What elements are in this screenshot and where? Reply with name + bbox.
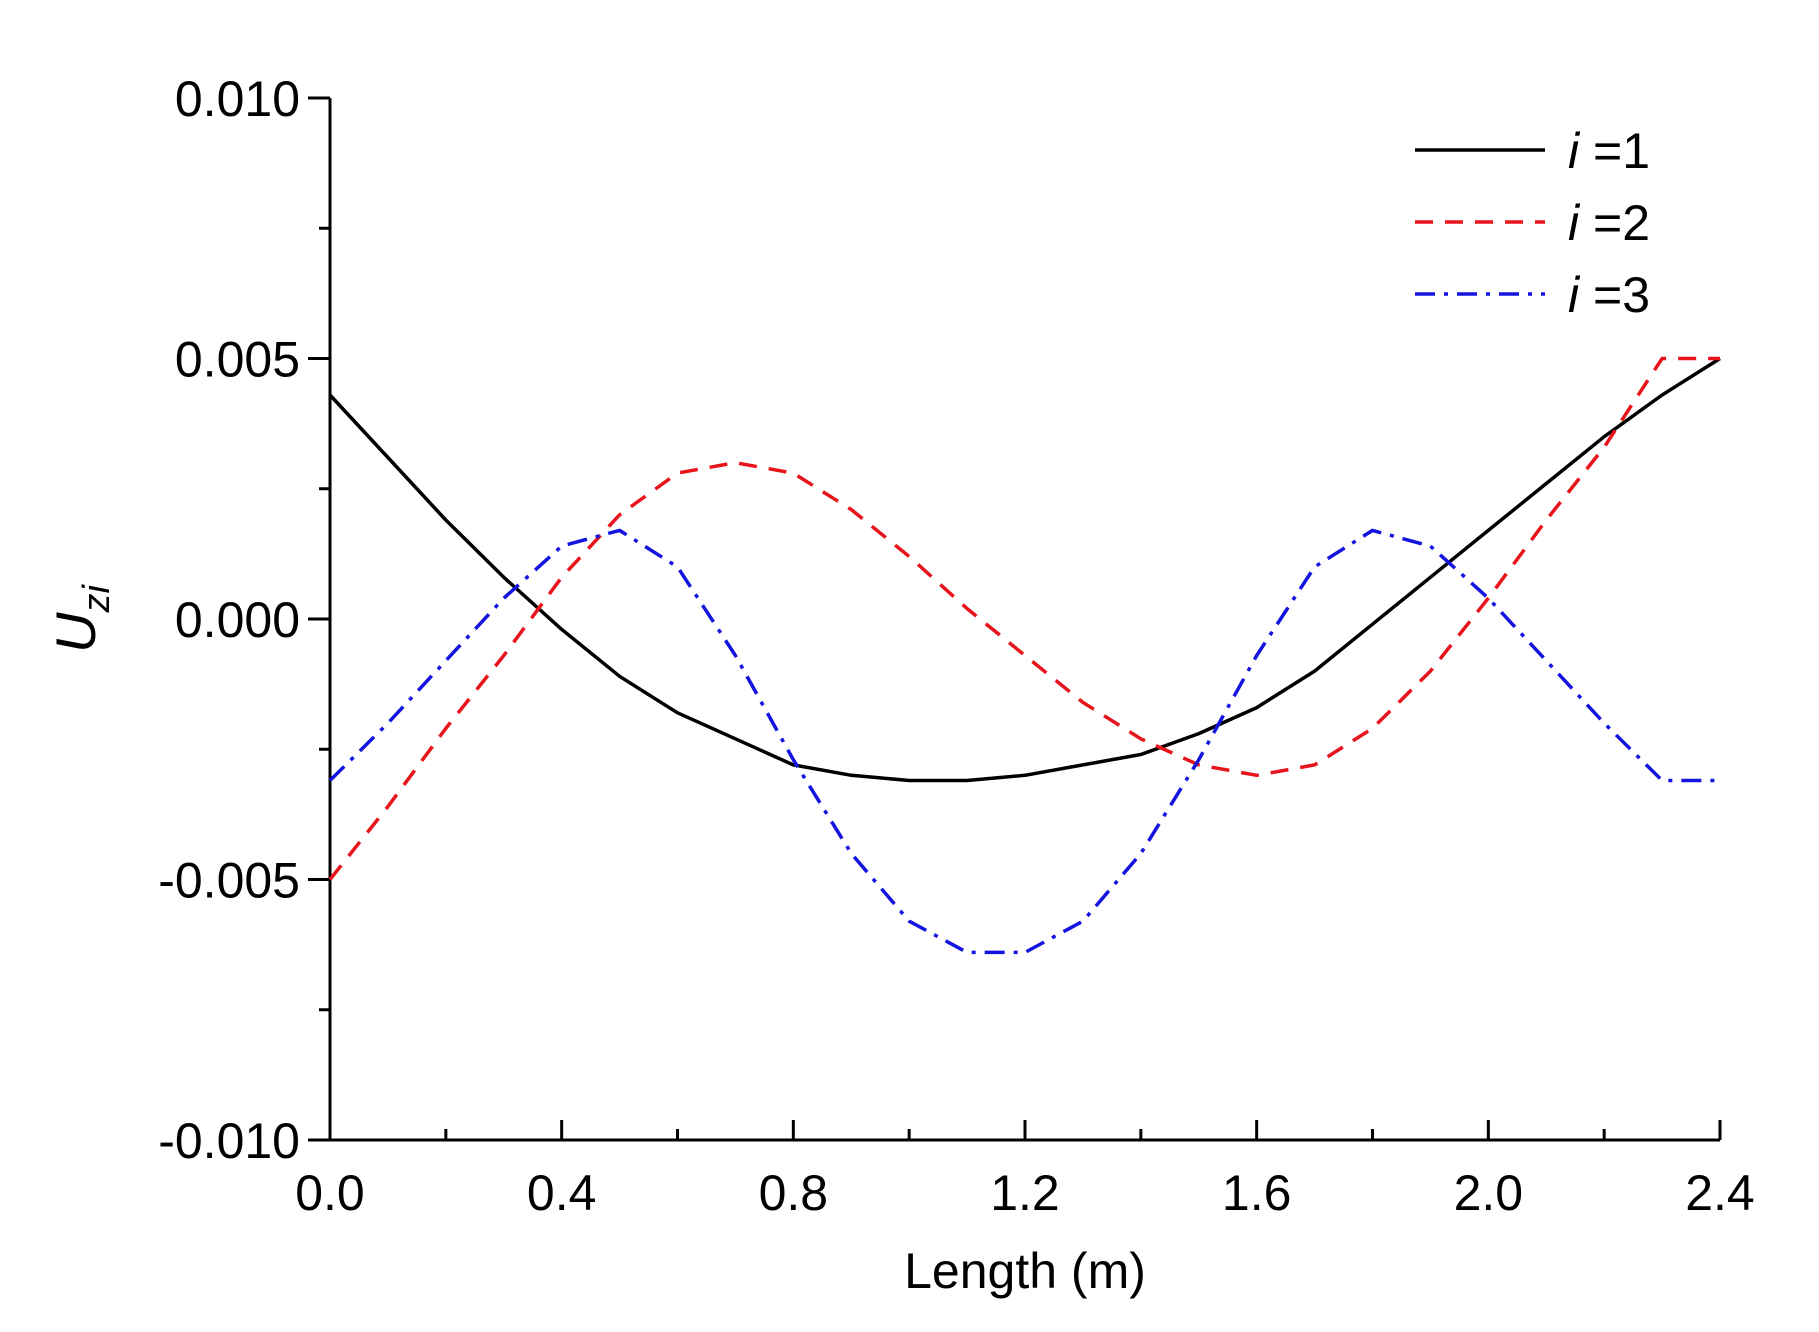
series-line-2: [328, 356, 1720, 881]
x-tick-label: 0.8: [759, 1165, 829, 1221]
legend: i =1 i =2 i =3: [1415, 123, 1650, 323]
x-tick-label: 2.0: [1454, 1165, 1524, 1221]
x-tick-label: 1.6: [1222, 1165, 1292, 1221]
series-line-1: [328, 357, 1721, 783]
y-axis-title-sub: zi: [76, 584, 118, 614]
y-tick-label: 0.005: [175, 332, 300, 388]
axes: 0.0 0.4 0.8 1.2 1.6 2.0 2.4 -0.010 -0.005 0.000 0.…: [158, 71, 1755, 1221]
series-lines: [328, 356, 1721, 955]
y-axis-title-main: U: [44, 612, 107, 653]
x-axis-title: Length (m): [904, 1243, 1146, 1299]
x-tick-label: 0.0: [295, 1165, 365, 1221]
x-tick-label: 1.2: [990, 1165, 1060, 1221]
legend-label-3: i =3: [1568, 267, 1650, 323]
y-tick-label: -0.005: [158, 853, 300, 909]
y-tick-label: 0.010: [175, 71, 300, 127]
y-tick-label: -0.010: [158, 1113, 300, 1169]
series-line-3: [328, 528, 1720, 955]
x-tick-label: 2.4: [1685, 1165, 1755, 1221]
y-axis-title: Uzi: [44, 584, 118, 653]
legend-label-1: i =1: [1568, 123, 1650, 179]
x-tick-label: 0.4: [527, 1165, 597, 1221]
y-tick-label: 0.000: [175, 592, 300, 648]
legend-label-2: i =2: [1568, 195, 1650, 251]
